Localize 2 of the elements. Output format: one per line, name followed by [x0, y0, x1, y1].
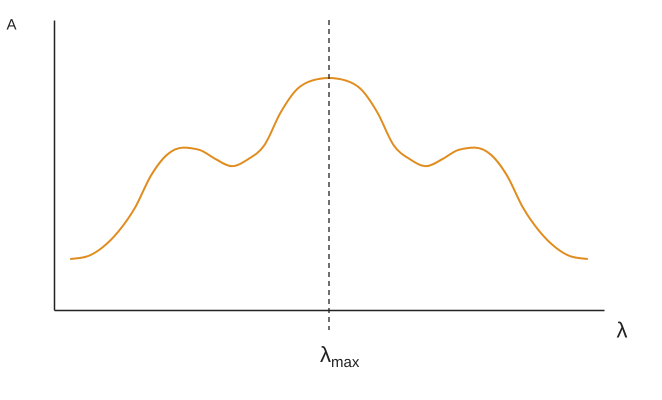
y-axis-title: A	[6, 16, 17, 34]
x-axis-title: λ	[616, 318, 628, 342]
